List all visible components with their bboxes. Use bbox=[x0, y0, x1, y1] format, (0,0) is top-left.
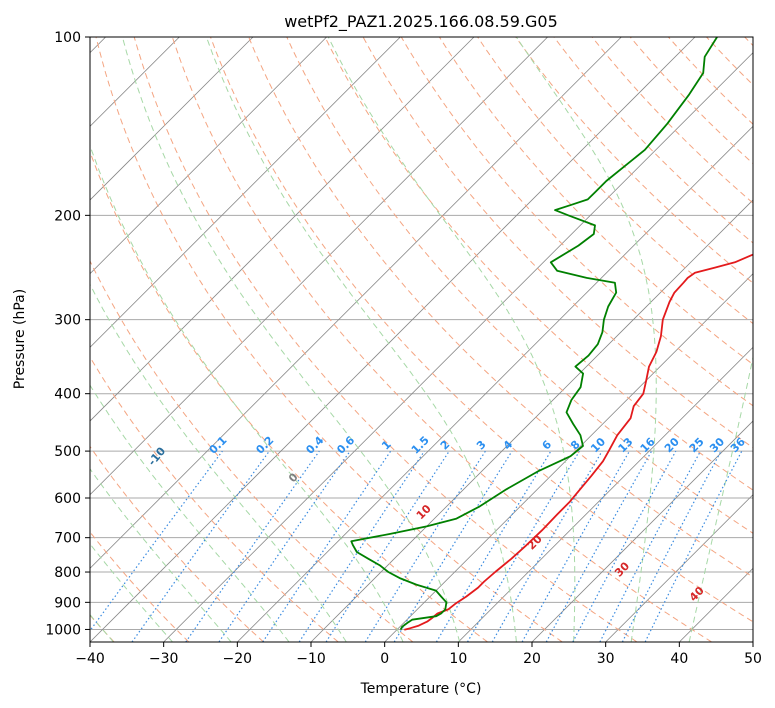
plot-frame bbox=[89, 36, 754, 643]
dry-adiabat-line bbox=[286, 37, 753, 534]
isotherm-line bbox=[458, 346, 753, 642]
isotherm-line bbox=[90, 37, 475, 422]
isotherm-line bbox=[605, 494, 753, 642]
y-tick-label: 800 bbox=[54, 565, 81, 581]
y-tick-label: 100 bbox=[54, 30, 81, 46]
y-axis-label: Pressure (hPa) bbox=[12, 289, 28, 389]
moist-adiabat-line bbox=[122, 37, 461, 642]
isotherm-line bbox=[90, 37, 327, 275]
y-tick-label: 500 bbox=[54, 444, 81, 460]
mixing-ratio-line bbox=[572, 450, 677, 642]
y-tick-label: 400 bbox=[54, 387, 81, 403]
x-tick-label: −10 bbox=[296, 651, 326, 667]
dry-adiabats bbox=[90, 37, 753, 642]
temperature-trace bbox=[404, 253, 753, 631]
dewpoint-trace bbox=[350, 37, 718, 631]
dry-adiabat-line bbox=[95, 37, 563, 642]
isotherm-line bbox=[90, 37, 401, 348]
isotherm-grid bbox=[90, 37, 753, 642]
mixing-ratio-line bbox=[131, 450, 270, 642]
isotherm-line bbox=[384, 273, 753, 642]
mixing-ratio-line bbox=[90, 450, 223, 632]
y-tick-label: 300 bbox=[54, 313, 81, 329]
plot-area: 0.10.20.40.611.52346810131620253036-100-… bbox=[90, 37, 753, 642]
mixing-ratio-line bbox=[218, 450, 351, 642]
mixing-ratio-line bbox=[521, 450, 631, 642]
x-tick-label: 0 bbox=[380, 651, 389, 667]
dry-adiabat-line bbox=[515, 37, 753, 284]
moist-adiabats bbox=[90, 37, 753, 642]
y-tick-label: 200 bbox=[54, 208, 81, 224]
moist-adiabat-line bbox=[90, 467, 232, 642]
sounding-traces bbox=[350, 37, 753, 631]
x-tick-label: 30 bbox=[597, 651, 615, 667]
x-tick-label: −20 bbox=[223, 651, 253, 667]
moist-adiabat-line bbox=[90, 144, 404, 642]
isotherm-line bbox=[531, 420, 753, 642]
mixing-ratio-line bbox=[644, 450, 743, 642]
chart-title: wetPf2_PAZ1.2025.166.08.59.G05 bbox=[284, 12, 558, 32]
moist-adiabat-line bbox=[515, 37, 657, 642]
moist-adiabat-line bbox=[688, 355, 753, 642]
x-tick-label: −30 bbox=[149, 651, 179, 667]
dry-adiabat-line bbox=[324, 37, 753, 491]
dry-adiabat-line bbox=[248, 37, 753, 578]
x-tick-label: 40 bbox=[670, 651, 688, 667]
x-axis-ticks: −40 −30 −20 −10 0 10 20 30 40 50 bbox=[75, 642, 762, 667]
y-tick-label: 600 bbox=[54, 491, 81, 507]
isotherm-line bbox=[163, 52, 753, 642]
dry-adiabat-line bbox=[133, 37, 638, 642]
mixing-ratio-line bbox=[545, 450, 653, 642]
mixing-ratio-line bbox=[298, 450, 425, 642]
dry-adiabat-line bbox=[210, 37, 753, 623]
x-axis-label: Temperature (°C) bbox=[360, 681, 482, 697]
x-tick-label: 50 bbox=[744, 651, 762, 667]
x-tick-label: −40 bbox=[75, 651, 105, 667]
isotherm-line bbox=[237, 125, 753, 642]
y-tick-label: 900 bbox=[54, 595, 81, 611]
mixing-ratio-line bbox=[262, 450, 392, 642]
y-axis-ticks: 100 200 300 400 500 600 700 800 900 1000 bbox=[45, 30, 90, 638]
moist-adiabat-line bbox=[90, 283, 347, 642]
mixing-ratio-line bbox=[393, 450, 513, 642]
moist-adiabat-line bbox=[90, 543, 173, 642]
isotherm-line bbox=[90, 37, 548, 496]
isobar-grid bbox=[90, 37, 753, 630]
moist-adiabat-line bbox=[327, 37, 576, 642]
x-tick-label: 10 bbox=[449, 651, 467, 667]
isotherm-line bbox=[90, 37, 254, 201]
moist-adiabat-line bbox=[90, 384, 290, 642]
y-tick-label: 700 bbox=[54, 531, 81, 547]
dry-adiabat-line bbox=[90, 356, 339, 642]
isotherm-line bbox=[90, 37, 622, 569]
moist-adiabat-line bbox=[205, 37, 517, 642]
isotherm-line bbox=[90, 37, 696, 642]
mixing-ratio-line bbox=[185, 450, 320, 642]
dry-adiabat-line bbox=[171, 37, 712, 642]
dry-adiabat-line bbox=[90, 259, 414, 642]
x-tick-label: 20 bbox=[523, 651, 541, 667]
dry-adiabat-line bbox=[90, 445, 264, 642]
y-tick-label: 1000 bbox=[45, 622, 81, 638]
